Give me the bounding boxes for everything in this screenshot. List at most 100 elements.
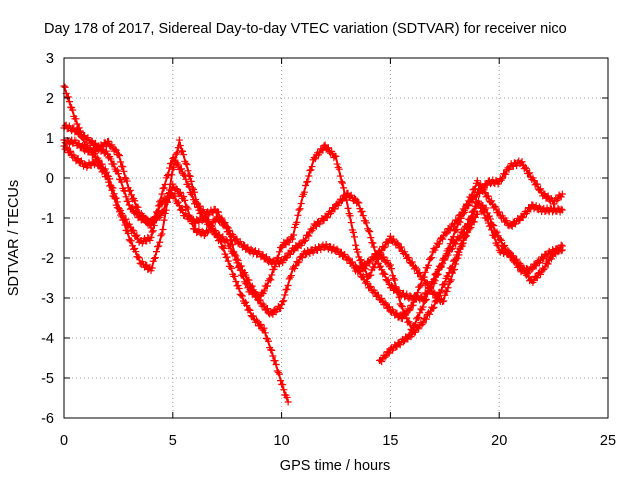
- data-point: [446, 277, 454, 285]
- data-point: [248, 282, 256, 290]
- data-point: [159, 184, 167, 192]
- data-point: [283, 285, 291, 293]
- data-point: [374, 291, 382, 299]
- data-point: [131, 244, 139, 252]
- data-point: [286, 250, 294, 258]
- data-point: [426, 310, 434, 318]
- data-point: [370, 243, 378, 251]
- data-point: [118, 210, 126, 218]
- data-point: [558, 190, 566, 198]
- y-tick-label: 3: [46, 51, 54, 67]
- data-point: [242, 298, 250, 306]
- data-point: [126, 186, 134, 194]
- data-point: [355, 199, 363, 207]
- data-point: [272, 360, 280, 368]
- data-point: [381, 299, 389, 307]
- data-point: [554, 204, 562, 212]
- data-point: [265, 337, 273, 345]
- data-point: [508, 252, 516, 260]
- data-point: [205, 218, 213, 226]
- data-point: [166, 164, 174, 172]
- data-point: [443, 288, 451, 296]
- data-point: [488, 197, 496, 205]
- data-point: [533, 274, 541, 282]
- data-point: [302, 181, 310, 189]
- data-point: [135, 254, 143, 262]
- data-point: [415, 314, 423, 322]
- data-point: [438, 263, 446, 271]
- data-point: [290, 247, 298, 255]
- data-point: [293, 218, 301, 226]
- data-point: [291, 223, 299, 231]
- data-point: [380, 269, 388, 277]
- data-point: [183, 161, 191, 169]
- data-point: [171, 192, 179, 200]
- data-point: [359, 212, 367, 220]
- data-point: [185, 182, 193, 190]
- data-point: [402, 311, 410, 319]
- data-point: [543, 259, 551, 267]
- data-point: [176, 142, 184, 150]
- data-point: [274, 368, 282, 376]
- data-point: [387, 281, 395, 289]
- data-point: [283, 393, 291, 401]
- data-point: [385, 349, 393, 357]
- data-point: [459, 239, 467, 247]
- data-point: [445, 245, 453, 253]
- data-point: [337, 178, 345, 186]
- data-point: [446, 240, 454, 248]
- data-point: [441, 291, 449, 299]
- data-point: [486, 215, 494, 223]
- data-point: [532, 262, 540, 270]
- data-point: [489, 221, 497, 229]
- data-point: [150, 217, 158, 225]
- data-point: [222, 236, 230, 244]
- data-point: [378, 358, 386, 366]
- data-point: [107, 155, 115, 163]
- data-point: [473, 177, 481, 185]
- data-point: [275, 248, 283, 256]
- x-tick-label: 0: [60, 433, 68, 449]
- data-point: [352, 241, 360, 249]
- data-point: [417, 281, 425, 289]
- data-point: [295, 258, 303, 266]
- data-point: [362, 219, 370, 227]
- data-point: [394, 240, 402, 248]
- axis-ticks: -6 -5 -4 -3 -2 -1 0 1 2 3 0 5 10 15 20 25: [41, 51, 616, 449]
- data-point: [558, 206, 566, 214]
- y-tick-label: -3: [41, 291, 54, 307]
- data-point: [234, 256, 242, 264]
- data-point: [122, 193, 130, 201]
- data-point: [419, 319, 427, 327]
- data-point: [159, 208, 167, 216]
- data-point: [385, 303, 393, 311]
- data-point: [234, 282, 242, 290]
- data-point: [300, 188, 308, 196]
- data-point: [112, 146, 120, 154]
- data-point: [271, 357, 279, 365]
- data-point: [100, 168, 108, 176]
- data-point: [302, 236, 310, 244]
- data-point: [267, 276, 275, 284]
- data-point: [457, 212, 465, 220]
- data-point: [266, 275, 274, 283]
- data-point: [174, 198, 182, 206]
- data-point: [461, 205, 469, 213]
- data-point: [64, 93, 72, 101]
- data-point: [251, 289, 259, 297]
- x-tick-label: 25: [600, 433, 616, 449]
- data-point: [195, 226, 203, 234]
- data-point: [422, 315, 430, 323]
- data-point: [380, 244, 388, 252]
- data-point: [235, 284, 243, 292]
- data-point: [127, 237, 135, 245]
- data-point: [108, 141, 116, 149]
- data-point: [525, 169, 533, 177]
- data-point: [225, 226, 233, 234]
- data-point: [224, 257, 232, 265]
- data-point: [406, 306, 414, 314]
- data-point: [344, 254, 352, 262]
- data-point: [151, 213, 159, 221]
- data-point: [350, 194, 358, 202]
- data-point: [414, 289, 422, 297]
